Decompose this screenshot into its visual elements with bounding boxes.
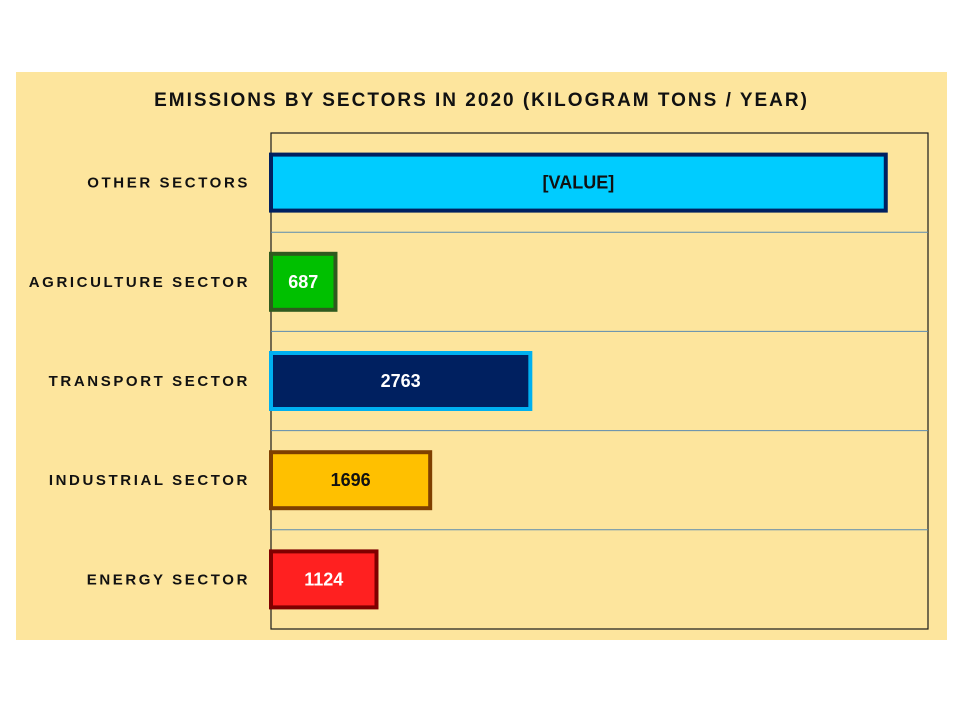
bar-energy-sector — [269, 549, 379, 610]
bar-industrial-sector — [269, 450, 433, 511]
bar-agriculture-sector — [269, 251, 338, 312]
category-label: TRANSPORT SECTOR — [49, 373, 250, 390]
category-label: OTHER SECTORS — [87, 175, 250, 192]
bar-other-sectors — [269, 152, 888, 213]
chart-title: EMISSIONS BY SECTORS IN 2020 (KILOGRAM T… — [154, 90, 809, 111]
data-label: 1696 — [331, 470, 371, 490]
data-label: [VALUE] — [543, 173, 615, 193]
bar-chart: [VALUE] OTHER SECTORS 687 AGRICULTURE SECTO… — [29, 132, 929, 630]
category-label: INDUSTRIAL SECTOR — [49, 472, 250, 489]
category-label: ENERGY SECTOR — [87, 571, 250, 588]
data-label: 2763 — [381, 371, 421, 391]
data-label: 1124 — [304, 569, 343, 589]
category-label: AGRICULTURE SECTOR — [29, 274, 250, 291]
bar-transport-sector — [269, 351, 533, 411]
chart-panel: EMISSIONS BY SECTORS IN 2020 (KILOGRAM T… — [16, 72, 947, 640]
data-label: 687 — [288, 272, 318, 292]
